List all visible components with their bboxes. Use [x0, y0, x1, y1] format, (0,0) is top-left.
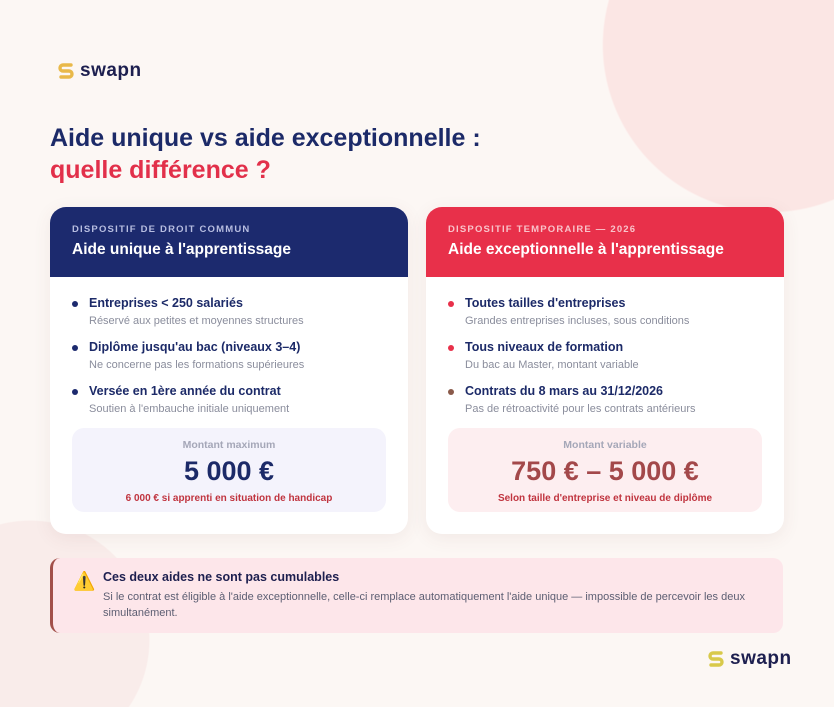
- bullet-icon: [72, 389, 78, 395]
- list-item: Entreprises < 250 salariés Réservé aux pe…: [72, 296, 386, 327]
- amount-box: Montant variable 750 € – 5 000 € Selon t…: [448, 428, 762, 512]
- swapn-logo-icon: [58, 62, 74, 80]
- warning-icon: ⚠️: [73, 571, 96, 591]
- swapn-logo-icon: [708, 650, 724, 668]
- amount-box: Montant maximum 5 000 € 6 000 € si appre…: [72, 428, 386, 512]
- list-item: Contrats du 8 mars au 31/12/2026 Pas de r…: [448, 384, 762, 415]
- brand-logo-footer: swapn: [708, 648, 792, 670]
- bullet-icon: [72, 301, 78, 307]
- card-header: DISPOSITIF DE DROIT COMMUN Aide unique à…: [50, 207, 408, 277]
- list-item: Tous niveaux de formation Du bac au Maste…: [448, 340, 762, 371]
- card-aide-unique: DISPOSITIF DE DROIT COMMUN Aide unique à…: [50, 207, 408, 534]
- bullet-icon: [448, 389, 454, 395]
- bullet-icon: [448, 345, 454, 351]
- bullet-icon: [448, 301, 454, 307]
- brand-logo: swapn: [58, 60, 142, 82]
- card-aide-exceptionnelle: DISPOSITIF TEMPORAIRE — 2026 Aide except…: [426, 207, 784, 534]
- list-item: Versée en 1ère année du contrat Soutien à…: [72, 384, 386, 415]
- list-item: Toutes tailles d'entreprises Grandes entr…: [448, 296, 762, 327]
- list-item: Diplôme jusqu'au bac (niveaux 3–4) Ne con…: [72, 340, 386, 371]
- page-title: Aide unique vs aide exceptionnelle : que…: [50, 124, 481, 184]
- warning-callout: ⚠️ Ces deux aides ne sont pas cumulables…: [50, 558, 783, 633]
- bullet-icon: [72, 345, 78, 351]
- card-header: DISPOSITIF TEMPORAIRE — 2026 Aide except…: [426, 207, 784, 277]
